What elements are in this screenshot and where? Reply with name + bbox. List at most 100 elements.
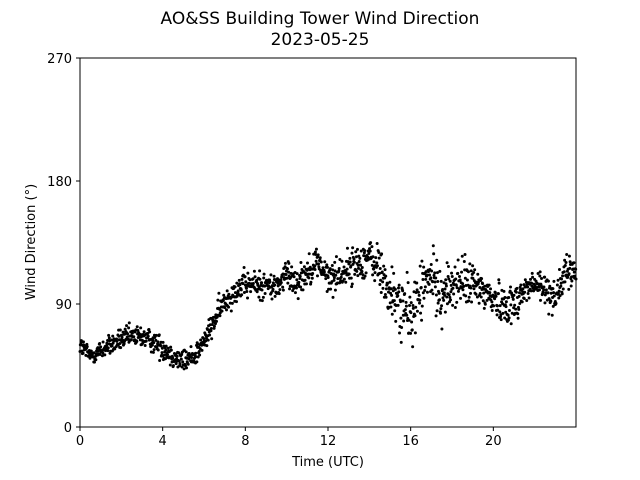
data-point [414,305,418,309]
data-point [478,285,482,289]
data-point [529,289,533,293]
data-point [358,256,362,260]
data-point [303,278,307,282]
data-point [456,258,460,262]
data-point [227,305,231,309]
data-point [304,282,308,286]
data-point [206,338,210,342]
data-point [120,335,124,339]
data-point [430,269,434,273]
data-point [359,249,363,253]
data-point [416,290,420,294]
data-point [536,271,540,275]
data-point [380,252,384,256]
data-point [420,304,424,308]
data-point [461,282,465,286]
data-point [348,256,352,260]
data-point [357,254,361,258]
data-point [390,293,394,297]
data-point [283,261,287,265]
data-point [85,342,89,346]
data-point [402,319,406,323]
data-point [556,278,560,282]
data-point [314,259,318,263]
data-point [189,345,193,349]
data-point [169,348,173,352]
data-point [325,289,329,293]
data-point [436,301,440,305]
data-point [427,282,431,286]
data-point [560,292,564,296]
data-point [495,313,499,317]
data-point [206,328,210,332]
data-point [287,261,291,265]
data-point [517,291,521,295]
data-point [432,252,436,256]
data-point [197,349,201,353]
data-point [562,270,566,274]
data-point [285,276,289,280]
data-point [260,299,264,303]
data-point [559,281,563,285]
data-point [475,295,479,299]
data-point [442,291,446,295]
data-point [98,353,102,357]
data-point [518,285,522,289]
data-point [350,251,354,255]
data-point [330,264,334,268]
data-point [180,353,184,357]
data-point [490,309,494,312]
data-point [441,287,445,291]
data-point [350,285,354,289]
data-point [175,354,179,358]
data-point [234,300,238,304]
data-point [119,346,123,350]
chart-subtitle: 2023-05-25 [271,30,370,50]
data-point [435,258,439,262]
data-point [218,314,222,318]
data-point [515,286,519,290]
data-point [352,260,356,264]
data-point [328,267,332,271]
data-point [496,292,500,296]
data-point [214,319,218,323]
data-point [472,287,476,291]
data-point [332,276,336,280]
data-point [448,279,452,283]
data-point [371,273,375,277]
data-point [557,289,561,293]
data-point [429,276,433,280]
data-point [446,275,450,279]
data-point [570,279,574,283]
data-point [418,301,422,305]
data-point [159,344,163,348]
data-point [253,275,257,279]
data-point [482,291,486,295]
data-point [467,295,471,299]
data-point [561,287,565,291]
data-point [509,303,513,307]
data-point [297,280,301,284]
data-point [166,353,170,357]
data-point [101,340,105,344]
x-tick-label: 8 [241,434,249,449]
data-point [567,254,571,258]
data-point [132,335,136,339]
data-point [127,321,131,325]
data-point [374,256,378,260]
data-point [359,263,363,267]
data-point [497,281,501,285]
data-point [531,275,535,279]
data-point [527,296,531,300]
data-point [471,284,475,288]
data-point [147,327,151,331]
data-point [373,279,377,283]
data-point [317,262,321,266]
data-point [354,255,358,259]
data-point [313,264,317,268]
data-point [360,269,364,273]
data-point [224,308,228,312]
data-point [279,281,283,285]
data-point [105,344,109,348]
data-point [390,312,394,316]
